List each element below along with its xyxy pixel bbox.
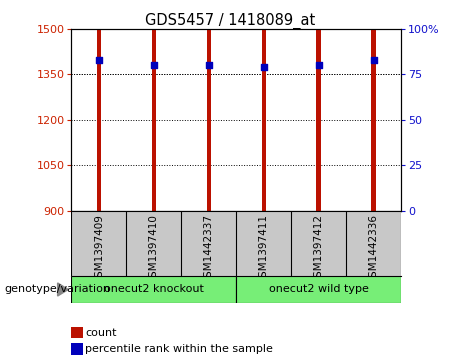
Bar: [207, 0, 211, 211]
Point: [370, 57, 377, 63]
Polygon shape: [58, 283, 68, 296]
Bar: [261, 0, 266, 211]
Bar: [71, 276, 236, 303]
Bar: [316, 0, 321, 211]
Text: GSM1397411: GSM1397411: [259, 214, 269, 284]
Text: percentile rank within the sample: percentile rank within the sample: [85, 344, 273, 354]
Text: count: count: [85, 327, 117, 338]
Bar: [71, 343, 83, 355]
Text: GSM1397412: GSM1397412: [313, 214, 324, 284]
Point: [260, 64, 267, 70]
Bar: [236, 276, 401, 303]
Text: GSM1442336: GSM1442336: [369, 214, 378, 284]
Point: [95, 57, 103, 63]
Bar: [152, 0, 156, 211]
Text: onecut2 wild type: onecut2 wild type: [269, 285, 369, 294]
Point: [205, 62, 213, 68]
Bar: [71, 327, 83, 338]
Text: GSM1442337: GSM1442337: [204, 214, 214, 284]
Point: [315, 62, 322, 68]
Text: GDS5457 / 1418089_at: GDS5457 / 1418089_at: [145, 13, 316, 29]
Text: GSM1397410: GSM1397410: [149, 214, 159, 284]
Text: GSM1397409: GSM1397409: [94, 214, 104, 284]
Point: [150, 62, 158, 68]
Text: genotype/variation: genotype/variation: [5, 285, 111, 294]
Bar: [372, 0, 376, 211]
Text: onecut2 knockout: onecut2 knockout: [104, 285, 204, 294]
Bar: [97, 0, 101, 211]
